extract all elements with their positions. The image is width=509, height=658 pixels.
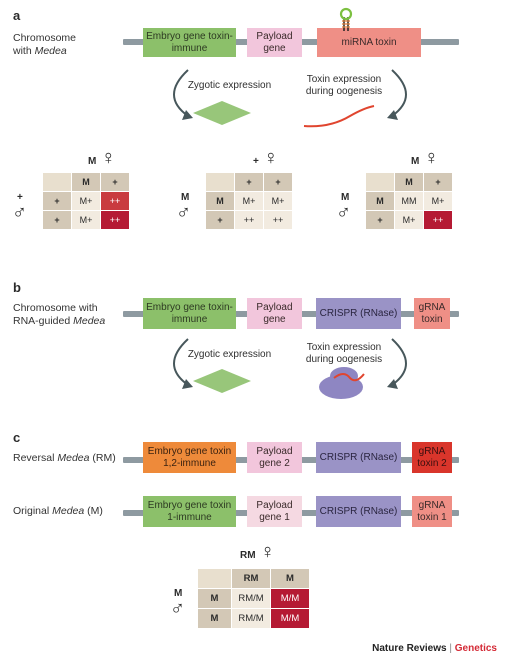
- crispr-box-b: CRISPR (RNase): [316, 298, 401, 329]
- embryo-gene-box-rm: Embryo gene toxin 1,2-immune: [143, 442, 236, 473]
- punnett-table-3: M + M MM M+ + M+ ++: [365, 172, 453, 230]
- embryo-gene-box: Embryo gene toxin-immune: [143, 28, 236, 57]
- panel-b-letter: b: [13, 280, 21, 295]
- antidote-diamond-icon-b: [193, 369, 251, 393]
- mirna-toxin-box: miRNA toxin: [317, 28, 421, 57]
- panel-c-letter: c: [13, 430, 21, 445]
- crispr-box-m: CRISPR (RNase): [316, 496, 401, 527]
- punnett-table-c: RM M M RM/M M/M M RM/M M/M: [197, 568, 310, 629]
- toxin-expression-label-b: Toxin expression during oogenesis: [305, 342, 383, 365]
- journal-credit: Nature Reviews | Genetics: [372, 643, 497, 654]
- panel-a-row-label: Chromosome with Medea: [13, 32, 77, 57]
- grna-toxin-box-m: gRNA toxin 1: [412, 496, 452, 527]
- male-genotype-c: M ♂: [170, 588, 185, 620]
- panel-a-letter: a: [13, 8, 21, 23]
- payload-gene-box-m: Payload gene 1: [247, 496, 302, 527]
- punnett-table-1: M + + M+ ++ + M+ ++: [42, 172, 130, 230]
- panel-b-row-label: Chromosome with RNA-guided Medea: [13, 302, 106, 327]
- embryo-gene-box-m: Embryo gene toxin 1-immune: [143, 496, 236, 527]
- toxin-rna-strand-icon: [303, 105, 375, 128]
- payload-gene-box: Payload gene: [247, 28, 302, 57]
- panel-c-row2-label: Original Medea (M): [13, 505, 103, 517]
- zygotic-label-b: Zygotic expression: [187, 349, 272, 360]
- antidote-diamond-icon: [193, 101, 251, 125]
- panel-c-row1-label: Reversal Medea (RM): [13, 452, 116, 464]
- punnett-table-2: + + M M+ M+ + ++ ++: [205, 172, 293, 230]
- grna-toxin-box-rm: gRNA toxin 2: [412, 442, 452, 473]
- toxin-expression-label-a: Toxin expression during oogenesis: [305, 74, 383, 97]
- female-genotype-3: M ♀: [411, 147, 439, 169]
- expression-arrows-b: [173, 338, 407, 389]
- payload-gene-box-b: Payload gene: [247, 298, 302, 329]
- cas-rnp-complex-icon: [319, 367, 365, 399]
- expression-arrows-a: [173, 69, 407, 120]
- grna-toxin-box-b: gRNA toxin: [414, 298, 450, 329]
- male-genotype-2: M ♂: [176, 192, 191, 224]
- hairpin-icon: [339, 7, 353, 31]
- female-genotype-c: RM ♀: [240, 541, 276, 563]
- zygotic-label-a: Zygotic expression: [187, 80, 272, 91]
- payload-gene-box-rm: Payload gene 2: [247, 442, 302, 473]
- embryo-gene-box-b: Embryo gene toxin-immune: [143, 298, 236, 329]
- male-genotype-3: M ♂: [336, 192, 351, 224]
- female-genotype-1: M ♀: [88, 147, 116, 169]
- male-genotype-1: + ♂: [12, 192, 27, 224]
- crispr-box-rm: CRISPR (RNase): [316, 442, 401, 473]
- female-genotype-2: + ♀: [253, 147, 279, 169]
